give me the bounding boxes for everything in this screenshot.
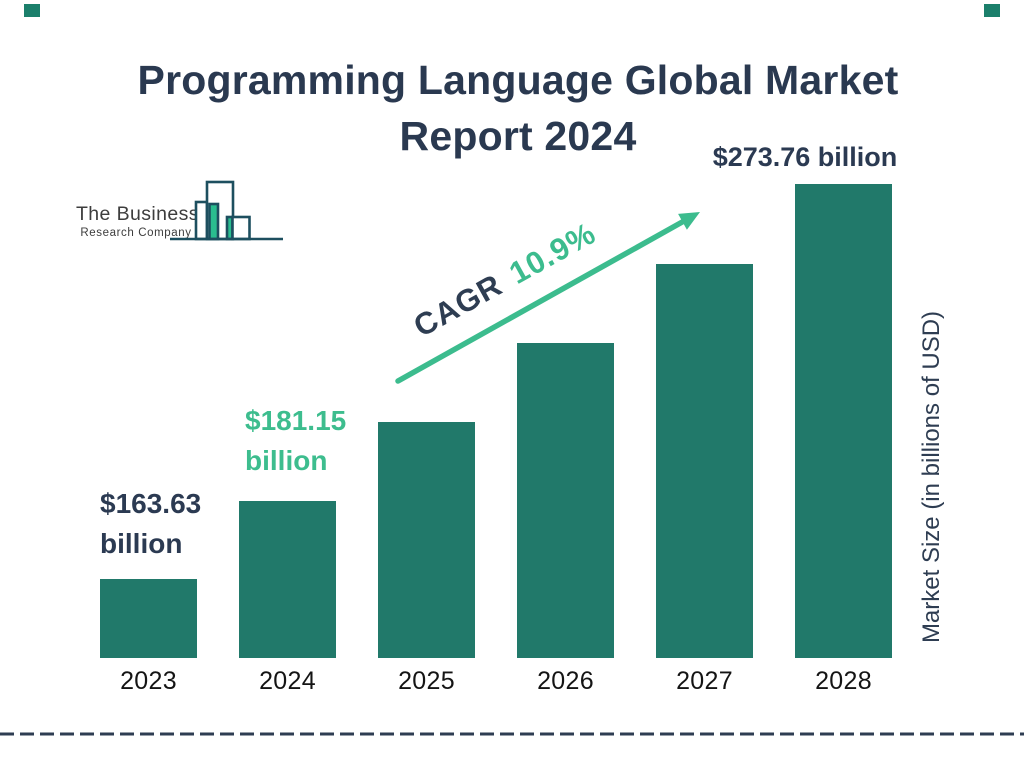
chart-title-line1: Programming Language Global Market	[137, 57, 899, 103]
chart-title: Programming Language Global Market Repor…	[12, 52, 1024, 164]
y-axis-label: Market Size (in billions of USD)	[918, 310, 945, 644]
growth-arrow-icon	[395, 212, 700, 384]
value-label-2028: $273.76 billion	[712, 142, 898, 172]
bottom-dashed-divider	[0, 732, 1024, 736]
bar-2025	[378, 422, 475, 658]
corner-accent-right	[984, 4, 1000, 17]
bar-2027	[656, 264, 753, 658]
bar-2023	[100, 579, 197, 658]
chart-title-line2: Report 2024	[399, 113, 637, 159]
x-tick-2028: 2028	[815, 667, 872, 695]
x-tick-2026: 2026	[537, 667, 594, 695]
value-label-2023: $163.63 billion	[100, 488, 202, 559]
company-logo-text: The Business Research Company	[76, 203, 199, 239]
logo-barchart-icon	[170, 180, 283, 241]
x-tick-2024: 2024	[259, 667, 316, 695]
value-label-2024: $181.15 billion	[245, 405, 347, 476]
corner-accent-left	[24, 4, 40, 17]
bar-2024	[239, 501, 336, 658]
logo-name: The Business	[76, 203, 199, 225]
bar-2028	[795, 184, 892, 658]
x-tick-2027: 2027	[676, 667, 733, 695]
x-tick-2023: 2023	[120, 667, 177, 695]
x-tick-2025: 2025	[398, 667, 455, 695]
bar-2026	[517, 343, 614, 658]
logo-subname: Research Company	[80, 227, 192, 239]
